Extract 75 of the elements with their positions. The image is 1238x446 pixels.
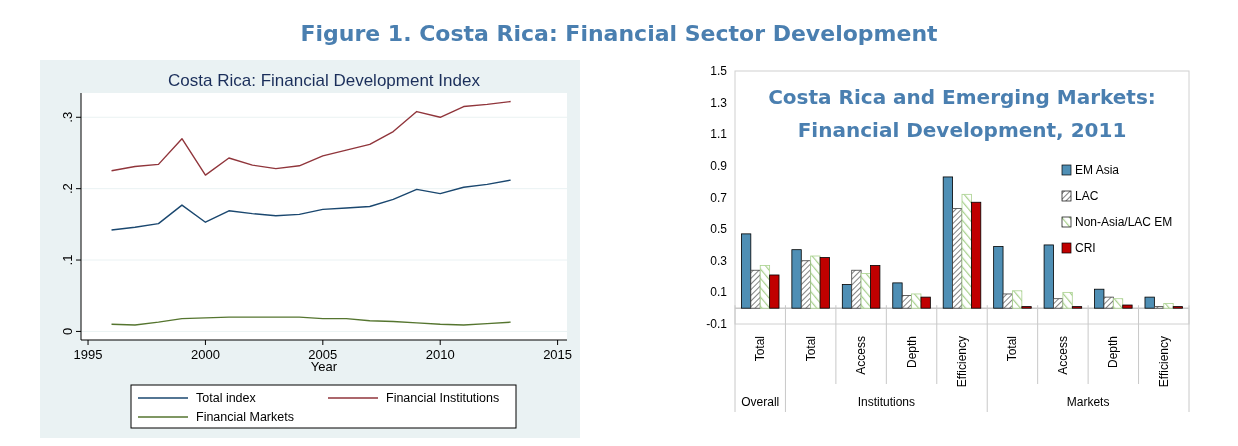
x-tick-label: Efficiency bbox=[955, 336, 969, 388]
legend-label: EM Asia bbox=[1075, 163, 1120, 177]
y-tick-label: -0.1 bbox=[706, 317, 728, 331]
bar bbox=[769, 274, 780, 309]
legend-label: Financial Markets bbox=[196, 410, 294, 424]
x-tick-label: 1995 bbox=[73, 347, 103, 362]
line-series bbox=[110, 179, 512, 231]
text: Markets bbox=[1066, 395, 1110, 409]
bar bbox=[1144, 296, 1155, 309]
text: Costa Rica and Emerging Markets: Financial Development, 2011 bbox=[768, 85, 1156, 142]
bar bbox=[1062, 291, 1073, 309]
bar bbox=[1163, 303, 1174, 309]
x-axis-title: Year bbox=[310, 359, 338, 374]
text: Overall bbox=[741, 395, 780, 409]
bar bbox=[920, 296, 931, 309]
bar bbox=[1012, 290, 1023, 309]
y-tick-label: 1.5 bbox=[710, 64, 728, 78]
bar bbox=[1122, 304, 1133, 309]
bar bbox=[800, 260, 812, 309]
bar bbox=[819, 257, 830, 309]
bar bbox=[1043, 244, 1054, 309]
bar bbox=[1002, 293, 1013, 309]
legend-label: Non-Asia/LAC EM bbox=[1075, 215, 1173, 229]
y-tick-label: 1.1 bbox=[710, 127, 728, 142]
y-tick-label: 1.3 bbox=[710, 95, 728, 110]
bar bbox=[942, 176, 953, 309]
bar bbox=[750, 269, 761, 309]
bar bbox=[1053, 298, 1064, 309]
x-tick-label: Efficiency bbox=[1156, 336, 1171, 388]
bar bbox=[911, 293, 922, 309]
chart-title: Costa Rica: Financial Development Index bbox=[168, 71, 481, 90]
y-tick-label: 0.3 bbox=[710, 253, 728, 268]
bar bbox=[810, 255, 821, 309]
x-tick-label: Total bbox=[803, 336, 818, 362]
bar bbox=[870, 265, 881, 309]
legend-label: Financial Institutions bbox=[386, 391, 500, 405]
line-series bbox=[110, 100, 512, 176]
y-tick-label: 0 bbox=[60, 327, 75, 336]
bar bbox=[901, 295, 912, 309]
bar bbox=[892, 282, 903, 309]
legend-label: Total index bbox=[196, 391, 257, 405]
x-tick-label: 2010 bbox=[425, 347, 455, 362]
bar bbox=[1112, 298, 1124, 309]
legend-label: CRI bbox=[1075, 241, 1096, 255]
y-tick-label: 0.7 bbox=[710, 190, 728, 205]
bar bbox=[860, 273, 871, 309]
y-tick-label: .1 bbox=[60, 254, 75, 266]
bar bbox=[791, 249, 802, 309]
y-tick-label: .3 bbox=[60, 111, 75, 123]
bar bbox=[759, 265, 771, 309]
x-tick-label: Total bbox=[1005, 336, 1020, 362]
x-tick-label: 2000 bbox=[190, 347, 220, 362]
bar bbox=[961, 193, 972, 309]
bar bbox=[1103, 296, 1114, 309]
y-tick-label: .2 bbox=[60, 183, 75, 195]
bar bbox=[993, 246, 1004, 309]
y-tick-label: 0.5 bbox=[710, 222, 728, 237]
x-tick-label: Depth bbox=[1106, 336, 1121, 369]
bar bbox=[841, 284, 853, 309]
x-tick-label: 2015 bbox=[543, 347, 573, 362]
x-tick-label: 2005 bbox=[308, 347, 338, 362]
x-tick-label: Total bbox=[753, 336, 768, 362]
x-tick-label: Depth bbox=[904, 336, 919, 369]
legend-label: LAC bbox=[1075, 189, 1099, 203]
x-tick-label: Access bbox=[1055, 336, 1070, 375]
y-tick-label: 0.1 bbox=[710, 285, 728, 300]
bar bbox=[741, 233, 752, 309]
y-tick-label: 0.9 bbox=[710, 158, 728, 173]
x-tick-label: Access bbox=[854, 336, 869, 375]
bar bbox=[1094, 288, 1105, 309]
text: Figure 1. Costa Rica: Financial Sector Development bbox=[300, 21, 939, 46]
bar bbox=[851, 269, 862, 309]
bar bbox=[971, 201, 982, 309]
text: Institutions bbox=[857, 395, 916, 409]
line-series bbox=[110, 316, 512, 326]
